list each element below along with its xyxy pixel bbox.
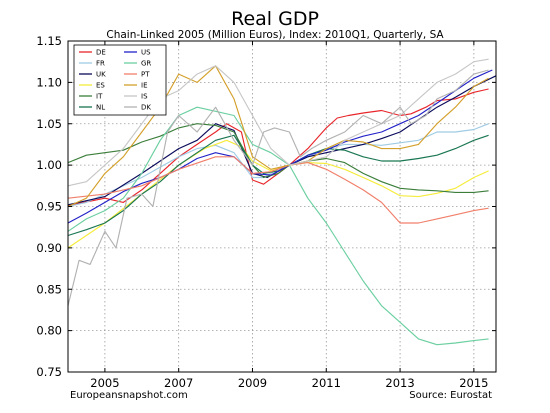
series-lines (67, 58, 497, 346)
x-tick-label: 2011 (312, 376, 341, 390)
y-tick-label: 0.90 (36, 241, 62, 255)
x-tick-label: 2007 (164, 376, 193, 390)
legend: DE FR UK ES IT NL US GR PT IE IS DK (73, 44, 167, 116)
x-tick-label: 2013 (385, 376, 414, 390)
legend-label-de: DE (96, 49, 106, 57)
series-line-gr (67, 106, 489, 346)
legend-label-dk: DK (141, 104, 151, 112)
legend-label-uk: UK (96, 71, 106, 79)
series-line-it (67, 123, 489, 193)
y-tick-label: 1.10 (36, 75, 62, 89)
x-tick-label: 2009 (238, 376, 267, 390)
grid-lines (68, 41, 496, 372)
chart-subtitle: Chain-Linked 2005 (Million Euros), Index… (106, 29, 444, 41)
axis-ticks: 0.75 0.80 0.85 0.90 0.95 1.00 1.05 1.10 1.15 2005… (36, 34, 496, 390)
y-tick-label: 0.80 (36, 324, 62, 338)
series-line-pt (67, 156, 489, 224)
legend-label-it: IT (96, 93, 103, 101)
series-line-dk (67, 69, 489, 306)
legend-label-is: IS (141, 93, 148, 101)
legend-label-gr: GR (141, 60, 151, 68)
y-tick-label: 1.00 (36, 158, 62, 172)
series-line-is (67, 58, 489, 187)
legend-label-ie: IE (141, 82, 148, 90)
y-tick-label: 0.75 (36, 365, 62, 379)
y-tick-label: 0.85 (36, 282, 62, 296)
x-tick-label: 2005 (90, 376, 119, 390)
y-tick-label: 1.05 (36, 117, 62, 131)
series-line-ie (67, 65, 489, 208)
series-line-us (67, 69, 493, 224)
series-line-nl (67, 134, 489, 237)
site-credit: Europeansnapshot.com (70, 390, 188, 401)
y-tick-label: 0.95 (36, 200, 62, 214)
legend-label-pt: PT (141, 71, 150, 79)
legend-label-es: ES (96, 82, 105, 90)
legend-label-us: US (141, 49, 151, 57)
series-line-de (67, 88, 489, 207)
y-tick-label: 1.15 (36, 34, 62, 48)
legend-label-nl: NL (96, 104, 105, 112)
legend-label-fr: FR (96, 60, 105, 68)
legend-box (73, 44, 167, 116)
source-credit: Source: Eurostat (409, 390, 492, 401)
series-line-es (67, 139, 489, 249)
chart-title: Real GDP (231, 8, 319, 30)
x-tick-label: 2015 (459, 376, 488, 390)
